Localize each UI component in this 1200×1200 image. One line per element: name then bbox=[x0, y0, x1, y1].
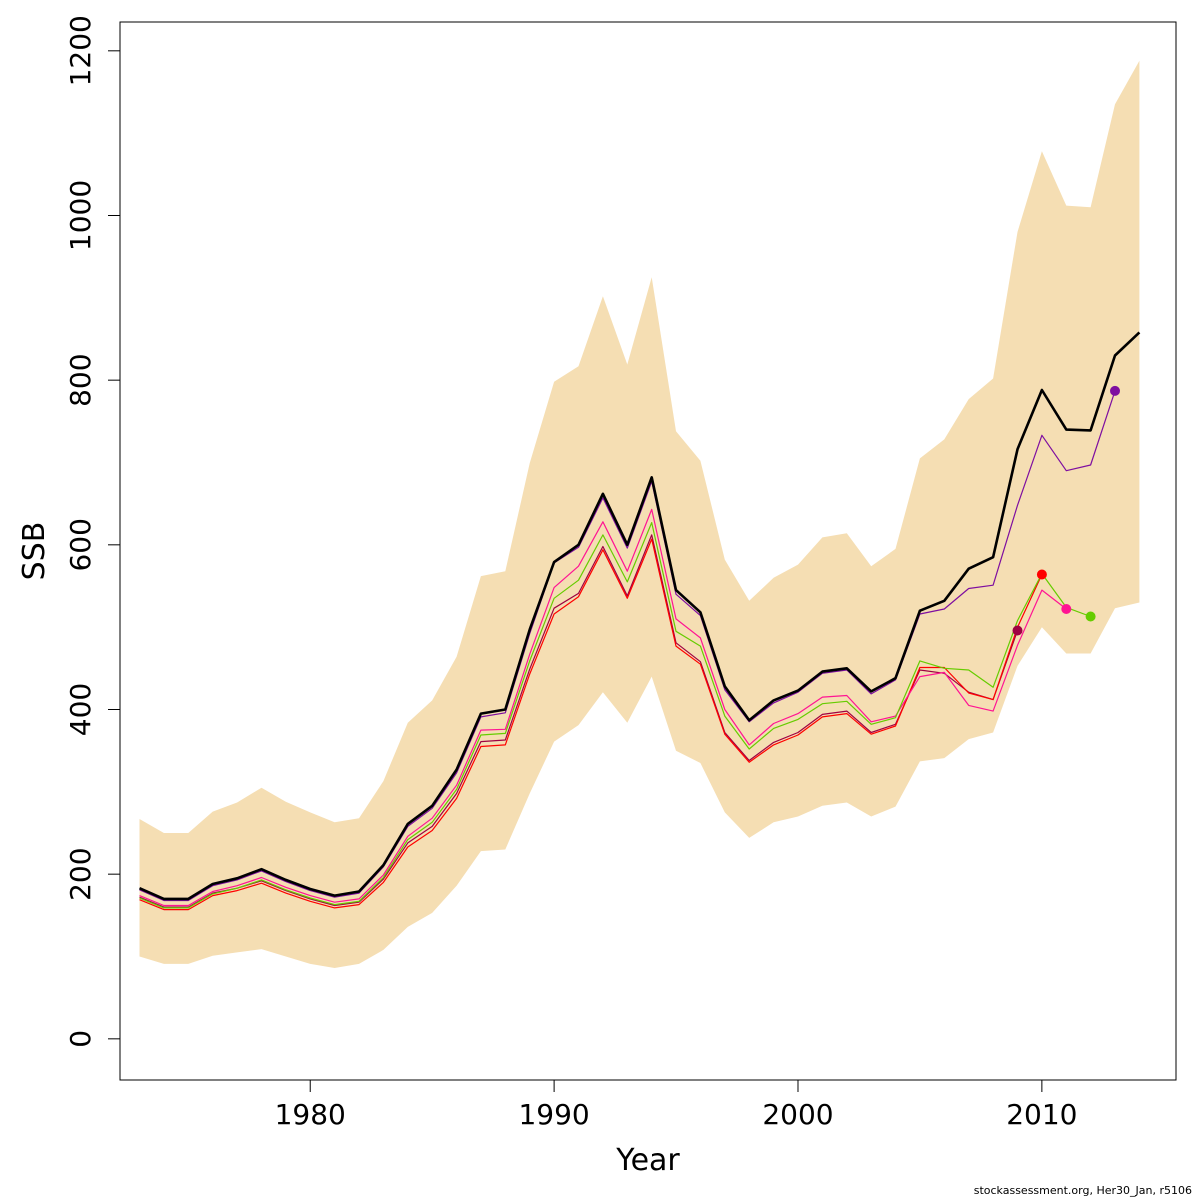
x-tick-label: 1980 bbox=[275, 1098, 346, 1131]
y-tick-label: 600 bbox=[64, 518, 97, 571]
y-tick-label: 1000 bbox=[64, 180, 97, 251]
y-tick-label: 200 bbox=[64, 847, 97, 900]
y-tick-label: 0 bbox=[64, 1030, 97, 1048]
x-tick-label: 2010 bbox=[1006, 1098, 1077, 1131]
series-layer bbox=[138, 331, 1141, 911]
y-tick-label: 800 bbox=[64, 353, 97, 406]
x-tick-label: 2000 bbox=[762, 1098, 833, 1131]
series-endpoint-marker-4 bbox=[1085, 611, 1096, 622]
series-line-0 bbox=[138, 331, 1141, 901]
series-line-3 bbox=[139, 508, 1067, 907]
series-endpoint-marker-3 bbox=[1061, 604, 1072, 614]
series-line-5 bbox=[139, 390, 1116, 902]
x-axis: 1980 1990 2000 2010 bbox=[275, 1079, 1077, 1131]
y-tick-label: 1200 bbox=[64, 15, 97, 86]
series-endpoint-marker-1 bbox=[1012, 625, 1023, 636]
series-line-1 bbox=[139, 534, 1019, 908]
y-axis-label: SSB bbox=[17, 522, 52, 581]
marker-layer bbox=[1012, 385, 1120, 636]
x-axis-label: Year bbox=[615, 1143, 680, 1178]
series-line-4 bbox=[139, 521, 1091, 909]
y-tick-label: 400 bbox=[64, 683, 97, 736]
series-endpoint-marker-2 bbox=[1036, 569, 1047, 580]
series-endpoint-marker-5 bbox=[1110, 385, 1120, 396]
series-line-2 bbox=[139, 538, 1043, 911]
x-tick-label: 1990 bbox=[518, 1098, 589, 1131]
y-axis: 0 200 400 600 800 1000 1200 bbox=[64, 15, 121, 1048]
footer-credit: stockassessment.org, Her30_Jan, r5106 bbox=[973, 1184, 1192, 1197]
